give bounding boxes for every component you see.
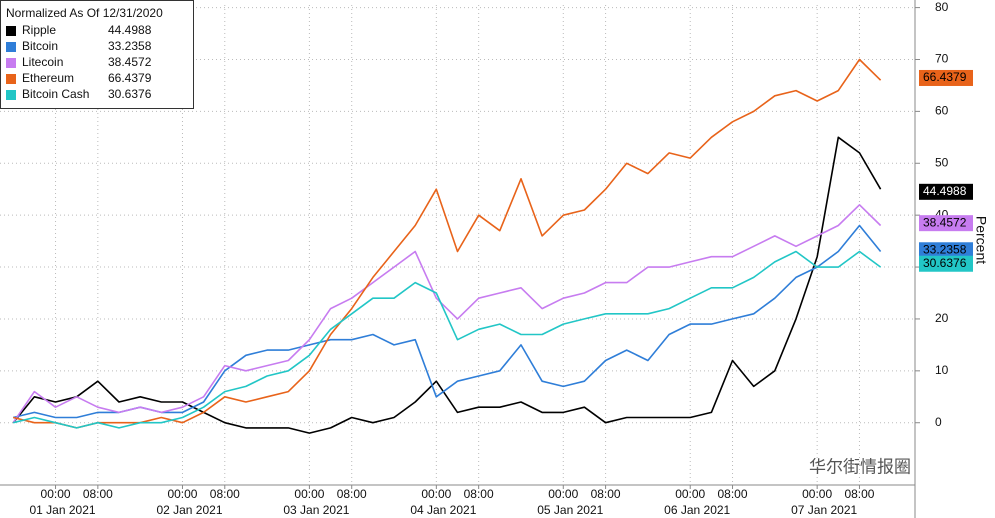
legend-swatch: [6, 26, 16, 36]
legend-label: Ripple: [22, 23, 56, 37]
x-tick-label: 00:00: [802, 487, 832, 501]
legend-label: Bitcoin Cash: [22, 87, 89, 101]
y-tick-label: 20: [935, 311, 949, 325]
x-date-label: 01 Jan 2021: [30, 503, 96, 517]
legend-title: Normalized As Of 12/31/2020: [6, 6, 163, 20]
plot: [12, 58, 882, 434]
last-value-badge: [919, 255, 973, 272]
last-value-label: 66.4379: [923, 70, 967, 84]
last-value-badge: [919, 242, 973, 259]
x-date-label: 03 Jan 2021: [283, 503, 349, 517]
x-tick-label: 08:00: [844, 487, 874, 501]
y-tick-label: 80: [935, 0, 949, 14]
last-value-badge: [919, 215, 973, 232]
x-tick-label: 00:00: [41, 487, 71, 501]
y-tick-label: 10: [935, 363, 949, 377]
legend-value: 38.4572: [108, 55, 152, 69]
legend-swatch: [6, 58, 16, 68]
watermark: 华尔街情报圈: [809, 457, 911, 476]
y-axis-label: Percent: [973, 216, 989, 264]
series-line: [13, 58, 882, 429]
last-value-label: 38.4572: [923, 215, 967, 229]
x-tick-label: 08:00: [718, 487, 748, 501]
y-tick-label: 60: [935, 104, 949, 118]
series-line: [13, 250, 882, 429]
legend-value: 33.2358: [108, 39, 152, 53]
legend: Normalized As Of 12/31/2020 Ripple 44.498…: [0, 0, 194, 109]
x-tick-label: 08:00: [337, 487, 367, 501]
series-line: [12, 204, 882, 424]
legend-swatch: [6, 90, 16, 100]
last-value-badge: [919, 69, 973, 86]
x-date-label: 04 Jan 2021: [410, 503, 476, 517]
legend-label: Ethereum: [22, 71, 74, 85]
x-date-label: 06 Jan 2021: [664, 503, 730, 517]
x-date-label: 02 Jan 2021: [156, 503, 222, 517]
legend-value: 66.4379: [108, 71, 152, 85]
legend-label: Litecoin: [22, 55, 63, 69]
series-line: [12, 136, 882, 434]
x-tick-label: 08:00: [210, 487, 240, 501]
x-tick-label: 08:00: [464, 487, 494, 501]
y-tick-label: 0: [935, 415, 942, 429]
legend-swatch: [6, 42, 16, 52]
legend-box: [0, 0, 194, 109]
last-value-label: 44.4988: [923, 184, 967, 198]
x-tick-label: 00:00: [294, 487, 324, 501]
last-value-badge: [919, 183, 973, 200]
x-tick-label: 00:00: [167, 487, 197, 501]
x-tick-label: 08:00: [591, 487, 621, 501]
x-tick-label: 00:00: [421, 487, 451, 501]
x-date-label: 07 Jan 2021: [791, 503, 857, 517]
y-tick-label: 70: [935, 52, 949, 66]
x-tick-label: 00:00: [675, 487, 705, 501]
x-date-label: 05 Jan 2021: [537, 503, 603, 517]
legend-value: 30.6376: [108, 87, 152, 101]
x-tick-label: 08:00: [83, 487, 113, 501]
x-tick-label: 00:00: [548, 487, 578, 501]
last-value-label: 33.2358: [923, 242, 967, 256]
y-tick-label: 50: [935, 155, 949, 169]
legend-swatch: [6, 74, 16, 84]
legend-label: Bitcoin: [22, 39, 58, 53]
legend-value: 44.4988: [108, 23, 152, 37]
last-value-label: 30.6376: [923, 256, 967, 270]
